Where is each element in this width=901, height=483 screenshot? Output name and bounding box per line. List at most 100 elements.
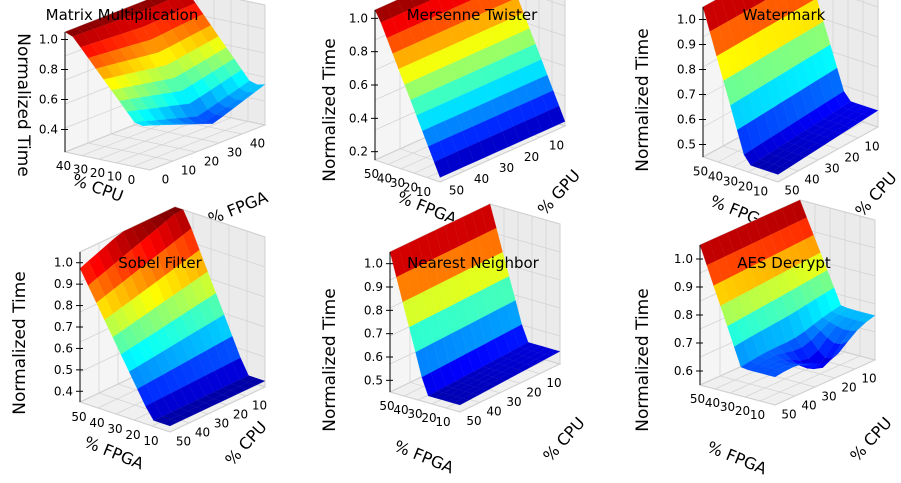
surface-cell [541, 90, 560, 112]
y-tick-label: 10 [107, 170, 122, 184]
y-tick-label: 50 [364, 167, 379, 181]
y-tick-label: 10 [753, 185, 768, 199]
surface-cell [745, 5, 763, 36]
subplot-4: 0.40.50.60.70.80.91.05040302010102030405… [10, 206, 271, 473]
y-tick-label: 20 [738, 180, 753, 194]
x-tick-label: 10 [549, 139, 564, 153]
x-axis-label: % FPGA [392, 436, 457, 477]
surface-cell [96, 270, 114, 297]
surface-cell [439, 362, 456, 387]
surface-cell [484, 115, 503, 137]
surface-cell [825, 131, 843, 140]
surface-cell [822, 352, 839, 368]
x-tick-label: 20 [233, 408, 248, 422]
y-tick-label: 20 [125, 428, 140, 442]
x-tick-label: 30 [227, 146, 242, 160]
surface-cell [765, 276, 783, 302]
surface-cell [420, 17, 439, 39]
surface-cell [462, 212, 479, 242]
z-tick-label: 0.5 [677, 138, 696, 152]
x-tick-label: 10 [861, 372, 876, 386]
surface-cell [213, 387, 232, 395]
subplot-2: 0.20.40.60.81.050403020101020304050Merse… [320, 0, 584, 228]
surface-cell [184, 122, 203, 125]
surface-cell [181, 84, 201, 105]
y-tick-label: 30 [107, 422, 122, 436]
surface-cell [852, 113, 870, 123]
y-tick-label: 40 [377, 172, 392, 186]
z-tick-label: 1.0 [364, 257, 383, 271]
surface-cell [547, 105, 566, 127]
y-tick-label: 50 [693, 165, 708, 179]
surface-cell [487, 227, 503, 258]
surface-cell [85, 19, 105, 30]
surface-cell [756, 161, 775, 171]
surface-cell [230, 386, 249, 394]
y-tick-label: 0 [128, 173, 136, 187]
subplot-title: Watermark [743, 6, 826, 24]
z-axis-label: Normalized Time [13, 33, 33, 176]
surface-cell [460, 17, 479, 39]
z-tick-label: 0.8 [674, 308, 693, 322]
x-tick-label: 30 [506, 395, 521, 409]
surface-cell [163, 123, 182, 126]
surface-cell [404, 79, 423, 101]
surface-cell [505, 0, 513, 4]
z-tick-label: 0.9 [674, 280, 693, 294]
surface-cell [484, 79, 503, 101]
x-tick-label: 40 [250, 137, 265, 151]
surface-cell [200, 24, 219, 43]
z-tick-label: 0.4 [39, 123, 58, 137]
surface-cell [444, 115, 463, 137]
y-tick-label: 40 [708, 170, 723, 184]
y-tick-label: 30 [390, 176, 405, 190]
x-tick-label: 50 [449, 183, 464, 197]
surface-cell [452, 398, 470, 406]
surface-cell [186, 47, 206, 67]
x-axis-label: % FPGA [705, 437, 770, 478]
surface-cell [171, 24, 191, 43]
surface-cell [834, 125, 852, 135]
surface-cell [831, 341, 849, 359]
surface-cell [170, 408, 189, 416]
x-tick-label: 40 [195, 426, 210, 440]
z-axis-label: Normalized Time [633, 28, 653, 171]
x-tick-label: 20 [526, 385, 541, 399]
x-tick-label: 50 [466, 414, 481, 428]
surface-cell [426, 68, 445, 91]
surface-cell [770, 166, 788, 175]
z-tick-label: 0.6 [54, 341, 73, 355]
x-tick-label: 30 [214, 417, 229, 431]
surface-cell [699, 240, 717, 266]
surface-cell [501, 89, 520, 112]
surface-cell [191, 77, 211, 98]
y-tick-label: 50 [71, 410, 86, 424]
surface-cell [130, 268, 149, 295]
y-tick-label: 40 [56, 159, 71, 173]
y-tick-label: 10 [416, 185, 431, 199]
y-tick-label: 40 [89, 416, 104, 430]
surface-cell [736, 224, 753, 249]
z-axis-label: Normalized Time [320, 288, 340, 431]
y-tick-label: 10 [143, 434, 158, 448]
surface-cell [858, 313, 876, 323]
y-axis-label: % CPU [851, 168, 900, 220]
x-tick-label: 10 [546, 376, 561, 390]
surface-cell [415, 74, 434, 96]
y-tick-label: 50 [690, 392, 705, 406]
surface-cell [112, 330, 130, 355]
surface-cell [165, 0, 170, 2]
z-tick-label: 1.0 [674, 252, 693, 266]
z-axis-label: Normalized Time [10, 271, 30, 414]
surface-cell [767, 369, 785, 378]
subplot-title: Mersenne Twister [407, 6, 538, 24]
surface-cell [113, 256, 132, 283]
x-tick-label: 40 [474, 172, 489, 186]
x-tick-label: 10 [864, 140, 879, 154]
surface-cell [450, 245, 467, 276]
surface-cell [493, 251, 510, 282]
z-tick-label: 0.4 [349, 111, 368, 125]
x-tick-label: 20 [204, 155, 219, 169]
